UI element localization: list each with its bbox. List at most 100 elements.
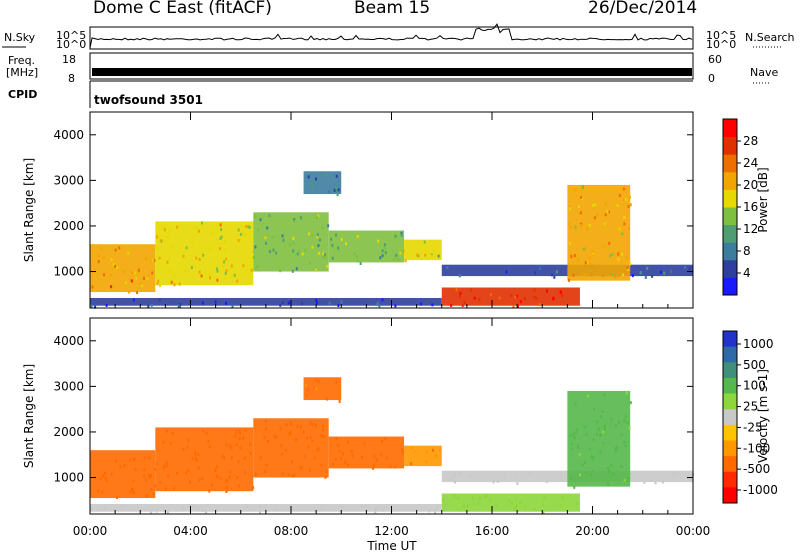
echo-speckle: [220, 235, 223, 239]
echo-speckle: [414, 450, 417, 453]
x-tick-label: 00:00: [73, 524, 108, 538]
echo-speckle: [617, 421, 620, 424]
echo-speckle: [285, 448, 287, 452]
echo-speckle: [300, 216, 302, 220]
echo-speckle: [316, 216, 319, 220]
echo-speckle: [577, 446, 580, 450]
echo-speckle: [328, 301, 331, 305]
echo-speckle: [221, 454, 224, 458]
echo-speckle: [597, 427, 600, 431]
echo-speckle: [455, 288, 458, 292]
echo-speckle: [622, 198, 625, 202]
echo-speckle: [163, 239, 166, 243]
echo-speckle: [586, 261, 589, 264]
echo-speckle: [258, 505, 261, 509]
echo-speckle: [617, 257, 620, 261]
echo-region: [90, 450, 156, 500]
echo-speckle: [624, 197, 627, 201]
echo-speckle: [584, 471, 587, 475]
echo-speckle: [304, 248, 307, 252]
echo-speckle: [201, 221, 203, 225]
echo-speckle: [339, 456, 342, 460]
echo-speckle: [315, 177, 317, 181]
echo-speckle: [384, 251, 387, 255]
echo-speckle: [629, 203, 632, 207]
echo-speckle: [305, 393, 308, 397]
velocity-colorbar-swatch: [723, 456, 737, 473]
echo-speckle: [267, 440, 270, 443]
echo-speckle: [134, 271, 137, 275]
echo-speckle: [214, 300, 217, 304]
echo-region: [253, 212, 330, 273]
velocity-colorbar-tick-label: -25: [743, 420, 763, 434]
echo-speckle: [535, 296, 538, 300]
echo-speckle: [450, 303, 453, 307]
echo-speckle: [356, 235, 359, 238]
echo-speckle: [291, 460, 293, 464]
echo-speckle: [639, 271, 642, 275]
echo-speckle: [225, 479, 227, 483]
echo-speckle: [264, 236, 267, 240]
echo-speckle: [496, 479, 499, 483]
echo-speckle: [185, 246, 188, 250]
echo-speckle: [538, 267, 541, 270]
echo-speckle: [342, 506, 345, 510]
power-colorbar-swatch: [723, 242, 737, 261]
echo-speckle: [394, 304, 397, 308]
echo-speckle: [245, 224, 248, 228]
echo-speckle: [514, 473, 517, 477]
echo-speckle: [94, 305, 97, 309]
echo-speckle: [510, 294, 513, 297]
echo-speckle: [330, 237, 333, 241]
echo-speckle: [285, 423, 288, 427]
echo-speckle: [651, 274, 654, 278]
echo-speckle: [298, 250, 300, 254]
echo-speckle: [192, 504, 195, 508]
echo-speckle: [127, 251, 130, 255]
echo-speckle: [533, 288, 536, 292]
echo-speckle: [154, 484, 156, 488]
cpid-label: CPID: [8, 88, 38, 101]
echo-speckle: [317, 251, 320, 255]
freq-label: Freq.: [8, 54, 36, 67]
echo-speckle: [129, 490, 132, 494]
echo-speckle: [301, 252, 304, 256]
echo-speckle: [104, 471, 106, 475]
echo-speckle: [577, 444, 579, 448]
echo-speckle: [646, 266, 649, 270]
echo-speckle: [345, 242, 347, 246]
velocity-colorbar-tick-label: 25: [743, 400, 758, 414]
echo-speckle: [576, 428, 579, 432]
echo-speckle: [577, 205, 580, 209]
echo-speckle: [514, 295, 517, 299]
echo-speckle: [202, 253, 205, 257]
echo-region: [90, 297, 442, 309]
echo-speckle: [568, 204, 571, 208]
echo-speckle: [191, 241, 194, 245]
nave-tick-top: 60: [708, 53, 722, 66]
echo-speckle: [410, 462, 413, 466]
echo-cell: [404, 239, 442, 261]
velocity-colorbar-swatch: [723, 409, 737, 426]
echo-speckle: [400, 231, 403, 235]
echo-speckle: [230, 446, 233, 450]
echo-speckle: [251, 250, 254, 253]
echo-speckle: [100, 246, 103, 250]
echo-speckle: [186, 445, 189, 449]
y-tick-label: 4000: [53, 128, 84, 142]
echo-speckle: [596, 213, 599, 217]
echo-speckle: [316, 235, 319, 239]
echo-speckle: [570, 255, 573, 259]
echo-speckle: [610, 273, 613, 277]
echo-speckle: [137, 270, 140, 274]
power-colorbar-label: Power [dB]: [756, 167, 770, 232]
echo-speckle: [101, 490, 104, 494]
echo-speckle: [305, 383, 307, 387]
echo-speckle: [97, 489, 100, 493]
echo-speckle: [589, 223, 591, 227]
echo-speckle: [190, 266, 193, 269]
echo-speckle: [265, 463, 268, 467]
echo-speckle: [259, 218, 262, 222]
freq-tick-top: 18: [62, 53, 76, 66]
echo-speckle: [607, 483, 610, 487]
